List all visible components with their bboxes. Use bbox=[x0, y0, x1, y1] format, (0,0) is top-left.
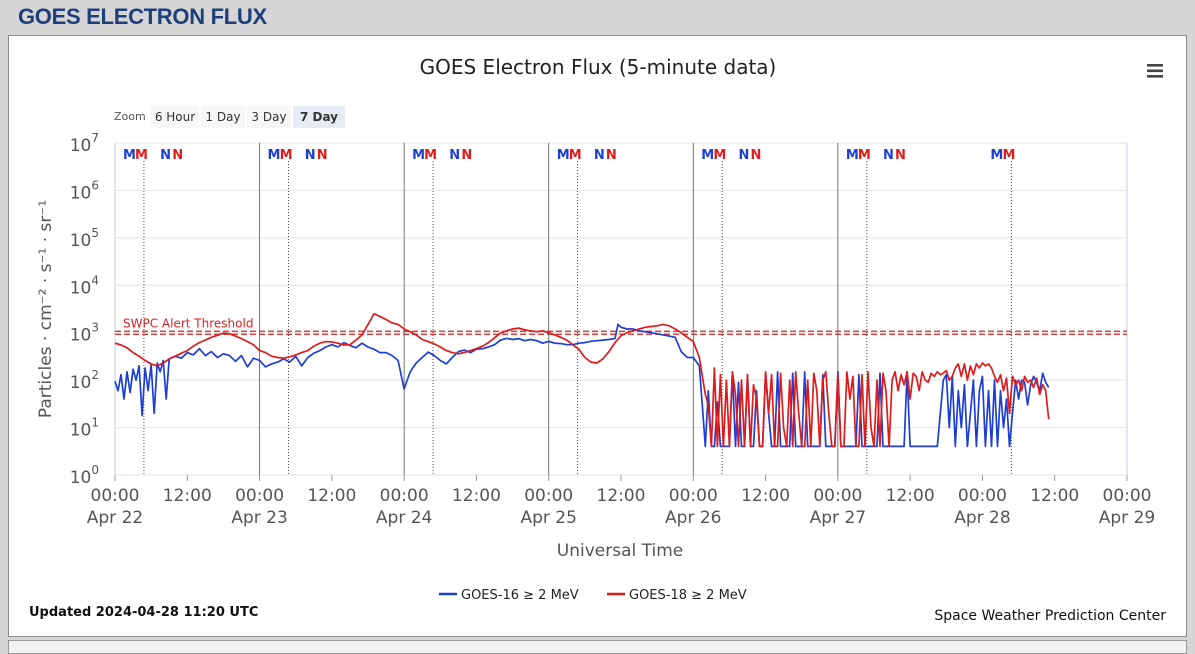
x-tick-time-label: 12:00 bbox=[886, 486, 935, 506]
event-marker-n: N bbox=[461, 148, 472, 163]
event-marker-n: N bbox=[449, 148, 460, 163]
x-tick-date-label: Apr 22 bbox=[87, 508, 143, 528]
x-tick-time-label: 00:00 bbox=[235, 486, 284, 506]
event-marker-m: M bbox=[713, 148, 726, 163]
x-tick-time-label: 00:00 bbox=[1103, 486, 1152, 506]
y-axis-title: Particles · cm⁻² · s⁻¹ · sr⁻¹ bbox=[36, 200, 56, 418]
zoom-button-6-hour[interactable]: 6 Hour bbox=[151, 106, 199, 128]
x-tick-date-label: Apr 28 bbox=[954, 508, 1010, 528]
event-marker-m: M bbox=[990, 148, 1003, 163]
zoom-button-bg bbox=[247, 106, 291, 128]
zoom-button-label: 1 Day bbox=[205, 110, 240, 124]
event-marker-m: M bbox=[412, 148, 425, 163]
x-tick-date-label: Apr 26 bbox=[665, 508, 721, 528]
zoom-button-1-day[interactable]: 1 Day bbox=[201, 106, 245, 128]
zoom-button-bg bbox=[151, 106, 199, 128]
event-marker-m: M bbox=[123, 148, 136, 163]
zoom-button-bg bbox=[201, 106, 245, 128]
y-tick-label: 107 bbox=[70, 131, 99, 156]
chart-panel: GOES Electron Flux (5-minute data) Zoom … bbox=[8, 35, 1187, 637]
x-tick-time-label: 12:00 bbox=[741, 486, 790, 506]
event-marker-n: N bbox=[160, 148, 171, 163]
x-tick-time-label: 12:00 bbox=[1030, 486, 1079, 506]
bottom-panel-edge bbox=[8, 640, 1187, 654]
y-tick-label: 101 bbox=[70, 416, 99, 441]
zoom-buttons: 6 Hour 1 Day 3 Day 7 Day bbox=[151, 106, 345, 128]
event-marker-m: M bbox=[1002, 148, 1015, 163]
event-marker-m: M bbox=[424, 148, 437, 163]
y-tick-label: 104 bbox=[70, 273, 99, 298]
event-marker-m: M bbox=[858, 148, 871, 163]
zoom-button-7-day[interactable]: 7 Day bbox=[293, 106, 345, 128]
electron-flux-chart: GOES Electron Flux (5-minute data) Zoom … bbox=[29, 55, 1166, 624]
event-marker-m: M bbox=[280, 148, 293, 163]
event-marker-m: M bbox=[569, 148, 582, 163]
x-tick-time-label: 12:00 bbox=[452, 486, 501, 506]
zoom-label: Zoom bbox=[114, 110, 146, 123]
event-marker-n: N bbox=[738, 148, 749, 163]
x-tick-time-label: 12:00 bbox=[307, 486, 356, 506]
y-axis-ticks: 100 101 102 103 104 105 106 107 bbox=[70, 131, 99, 488]
x-tick-date-label: Apr 23 bbox=[231, 508, 287, 528]
y-tick-label: 106 bbox=[70, 178, 99, 203]
chart-menu-icon[interactable] bbox=[1146, 62, 1164, 80]
credit-text: Space Weather Prediction Center bbox=[934, 608, 1166, 624]
page-heading: GOES ELECTRON FLUX bbox=[18, 4, 267, 29]
updated-text: Updated 2024-04-28 11:20 UTC bbox=[29, 605, 258, 620]
x-tick-time-label: 00:00 bbox=[958, 486, 1007, 506]
series-line-goes-18 bbox=[114, 312, 1050, 448]
x-tick-date-label: Apr 25 bbox=[520, 508, 576, 528]
event-marker-n: N bbox=[750, 148, 761, 163]
x-tick-time-label: 00:00 bbox=[524, 486, 573, 506]
zoom-button-label: 7 Day bbox=[300, 110, 338, 124]
x-axis-title: Universal Time bbox=[557, 541, 683, 561]
event-marker-n: N bbox=[172, 148, 183, 163]
legend-item-goes-16[interactable]: GOES-16 ≥ 2 MeV bbox=[439, 588, 579, 603]
event-marker-m: M bbox=[846, 148, 859, 163]
threshold-group: SWPC Alert Threshold bbox=[115, 317, 1127, 335]
x-tick-time-label: 12:00 bbox=[597, 486, 646, 506]
x-tick-date-label: Apr 29 bbox=[1099, 508, 1155, 528]
event-marker-n: N bbox=[305, 148, 316, 163]
y-tick-label: 102 bbox=[70, 368, 99, 393]
zoom-button-bg bbox=[293, 106, 345, 128]
x-tick-date-label: Apr 27 bbox=[810, 508, 866, 528]
zoom-button-label: 6 Hour bbox=[155, 110, 195, 124]
y-tick-label: 100 bbox=[70, 463, 99, 488]
x-tick-time-label: 12:00 bbox=[163, 486, 212, 506]
legend-label: GOES-18 ≥ 2 MeV bbox=[629, 588, 747, 603]
legend: GOES-16 ≥ 2 MeV GOES-18 ≥ 2 MeV bbox=[439, 588, 747, 603]
legend-item-goes-18[interactable]: GOES-18 ≥ 2 MeV bbox=[607, 588, 747, 603]
zoom-button-label: 3 Day bbox=[251, 110, 286, 124]
event-marker-n: N bbox=[594, 148, 605, 163]
event-marker-m: M bbox=[268, 148, 281, 163]
x-tick-date-label: Apr 24 bbox=[376, 508, 432, 528]
y-tick-label: 105 bbox=[70, 226, 99, 251]
legend-label: GOES-16 ≥ 2 MeV bbox=[461, 588, 579, 603]
event-marker-n: N bbox=[883, 148, 894, 163]
series-lines bbox=[114, 312, 1050, 448]
x-tick-time-label: 00:00 bbox=[669, 486, 718, 506]
x-tick-time-label: 00:00 bbox=[380, 486, 429, 506]
event-marker-m: M bbox=[135, 148, 148, 163]
zoom-button-3-day[interactable]: 3 Day bbox=[247, 106, 291, 128]
event-marker-n: N bbox=[317, 148, 328, 163]
x-tick-time-label: 00:00 bbox=[91, 486, 140, 506]
event-marker-n: N bbox=[895, 148, 906, 163]
y-tick-label: 103 bbox=[70, 321, 99, 346]
event-marker-n: N bbox=[606, 148, 617, 163]
event-marker-m: M bbox=[701, 148, 714, 163]
x-tick-time-label: 00:00 bbox=[813, 486, 862, 506]
event-marker-m: M bbox=[557, 148, 570, 163]
chart-title: GOES Electron Flux (5-minute data) bbox=[420, 55, 777, 79]
threshold-label: SWPC Alert Threshold bbox=[123, 317, 253, 331]
